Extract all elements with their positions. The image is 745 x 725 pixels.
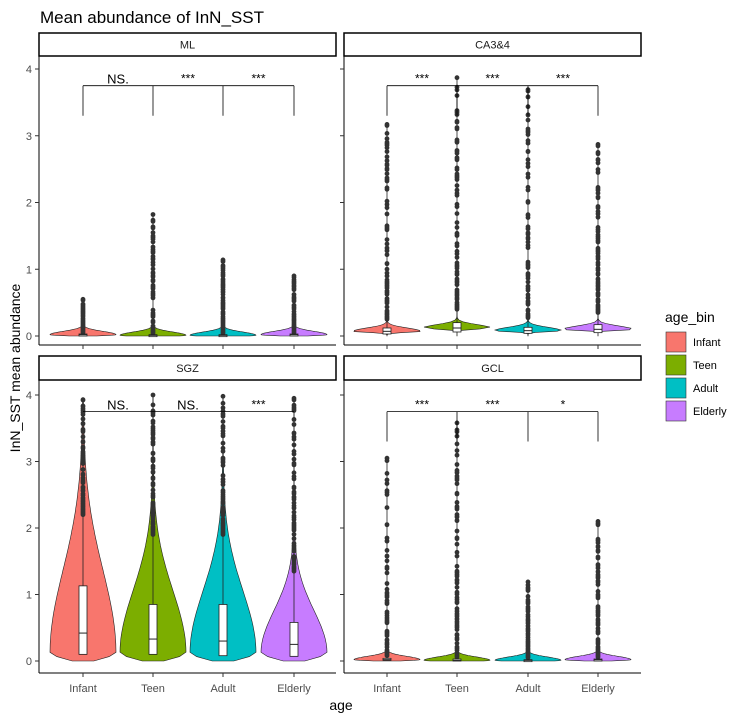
outlier-points xyxy=(384,455,390,659)
y-tick-label: 3 xyxy=(26,131,32,143)
panel-strip xyxy=(38,355,337,381)
legend-key-teen xyxy=(665,354,687,376)
x-tick-label: Infant xyxy=(373,683,401,695)
x-tick-label: Teen xyxy=(445,683,469,695)
sig-label: *** xyxy=(251,398,265,412)
x-tick-label: Adult xyxy=(515,683,540,695)
box-teen xyxy=(452,322,462,333)
outlier-points xyxy=(80,296,86,336)
outlier-points xyxy=(150,392,156,537)
panel-strip-label: ML xyxy=(180,40,195,52)
panels-layer: ML 0 1 2 3 4 NS. *** *** CA3&4 *** *** *** SGZ 0 1 2 3 4 In… xyxy=(26,32,642,695)
outlier-points xyxy=(80,397,86,518)
legend-label-infant: Infant xyxy=(693,337,721,349)
sig-label: *** xyxy=(485,398,499,412)
outlier-points xyxy=(220,393,226,537)
outlier-points xyxy=(525,87,531,321)
sig-label: * xyxy=(561,398,566,412)
legend-title: age_bin xyxy=(665,309,715,325)
y-tick-label: 2 xyxy=(26,523,32,535)
outlier-points xyxy=(291,273,297,336)
x-tick-label: Adult xyxy=(210,683,235,695)
y-tick-label: 0 xyxy=(26,331,32,343)
panel-SGZ: SGZ 0 1 2 3 4 Infant Teen Adult Elderly NS. NS. *** xyxy=(26,355,337,695)
x-axis-label: age xyxy=(329,697,353,713)
legend-label-elderly: Elderly xyxy=(693,406,727,418)
box-elderly xyxy=(593,324,603,334)
legend-label-teen: Teen xyxy=(693,360,717,372)
outlier-points xyxy=(291,395,297,574)
box-infant xyxy=(78,585,88,655)
x-tick-label: Elderly xyxy=(277,683,311,695)
outlier-points xyxy=(454,420,460,660)
y-tick-label: 1 xyxy=(26,590,32,602)
panel-CA3&4: CA3&4 *** *** *** xyxy=(340,32,642,349)
y-tick-label: 4 xyxy=(26,390,32,402)
panel-ML: ML 0 1 2 3 4 NS. *** *** xyxy=(26,32,337,349)
outlier-points xyxy=(150,212,156,336)
chart-title: Mean abundance of InN_SST xyxy=(40,8,264,27)
y-tick-label: 4 xyxy=(26,64,32,76)
sig-label: *** xyxy=(181,72,195,86)
sig-label: NS. xyxy=(107,398,129,413)
outlier-points xyxy=(384,122,390,322)
legend-key-adult xyxy=(665,377,687,399)
x-tick-label: Teen xyxy=(141,683,165,695)
outlier-points xyxy=(220,257,226,336)
sig-label: *** xyxy=(556,72,570,86)
box-teen xyxy=(148,604,158,655)
y-tick-label: 1 xyxy=(26,264,32,276)
panel-strip xyxy=(343,355,642,381)
outlier-points xyxy=(525,579,531,660)
box-elderly xyxy=(289,622,299,657)
panel-strip-label: SGZ xyxy=(176,363,199,375)
y-tick-label: 2 xyxy=(26,198,32,210)
sig-label: *** xyxy=(415,72,429,86)
legend-label-adult: Adult xyxy=(693,383,718,395)
outlier-points xyxy=(595,518,601,660)
panel-strip-label: GCL xyxy=(481,363,504,375)
outlier-points xyxy=(454,75,460,312)
sig-label: *** xyxy=(415,398,429,412)
x-tick-label: Infant xyxy=(69,683,97,695)
panel-strip xyxy=(38,32,337,57)
y-axis-label: InN_SST mean abundance xyxy=(7,283,23,452)
panel-strip-label: CA3&4 xyxy=(475,40,510,52)
box-adult xyxy=(218,604,228,657)
sig-label: NS. xyxy=(107,72,129,87)
legend-key-infant xyxy=(665,331,687,353)
sig-label: *** xyxy=(251,72,265,86)
sig-label: NS. xyxy=(177,398,199,413)
outlier-points xyxy=(595,141,601,316)
sig-label: *** xyxy=(485,72,499,86)
x-tick-label: Elderly xyxy=(581,683,615,695)
y-tick-label: 3 xyxy=(26,457,32,469)
legend-layer: Infant Teen Adult Elderly xyxy=(665,331,727,422)
panel-strip xyxy=(343,32,642,57)
legend-key-elderly xyxy=(665,400,687,422)
y-tick-label: 0 xyxy=(26,656,32,668)
